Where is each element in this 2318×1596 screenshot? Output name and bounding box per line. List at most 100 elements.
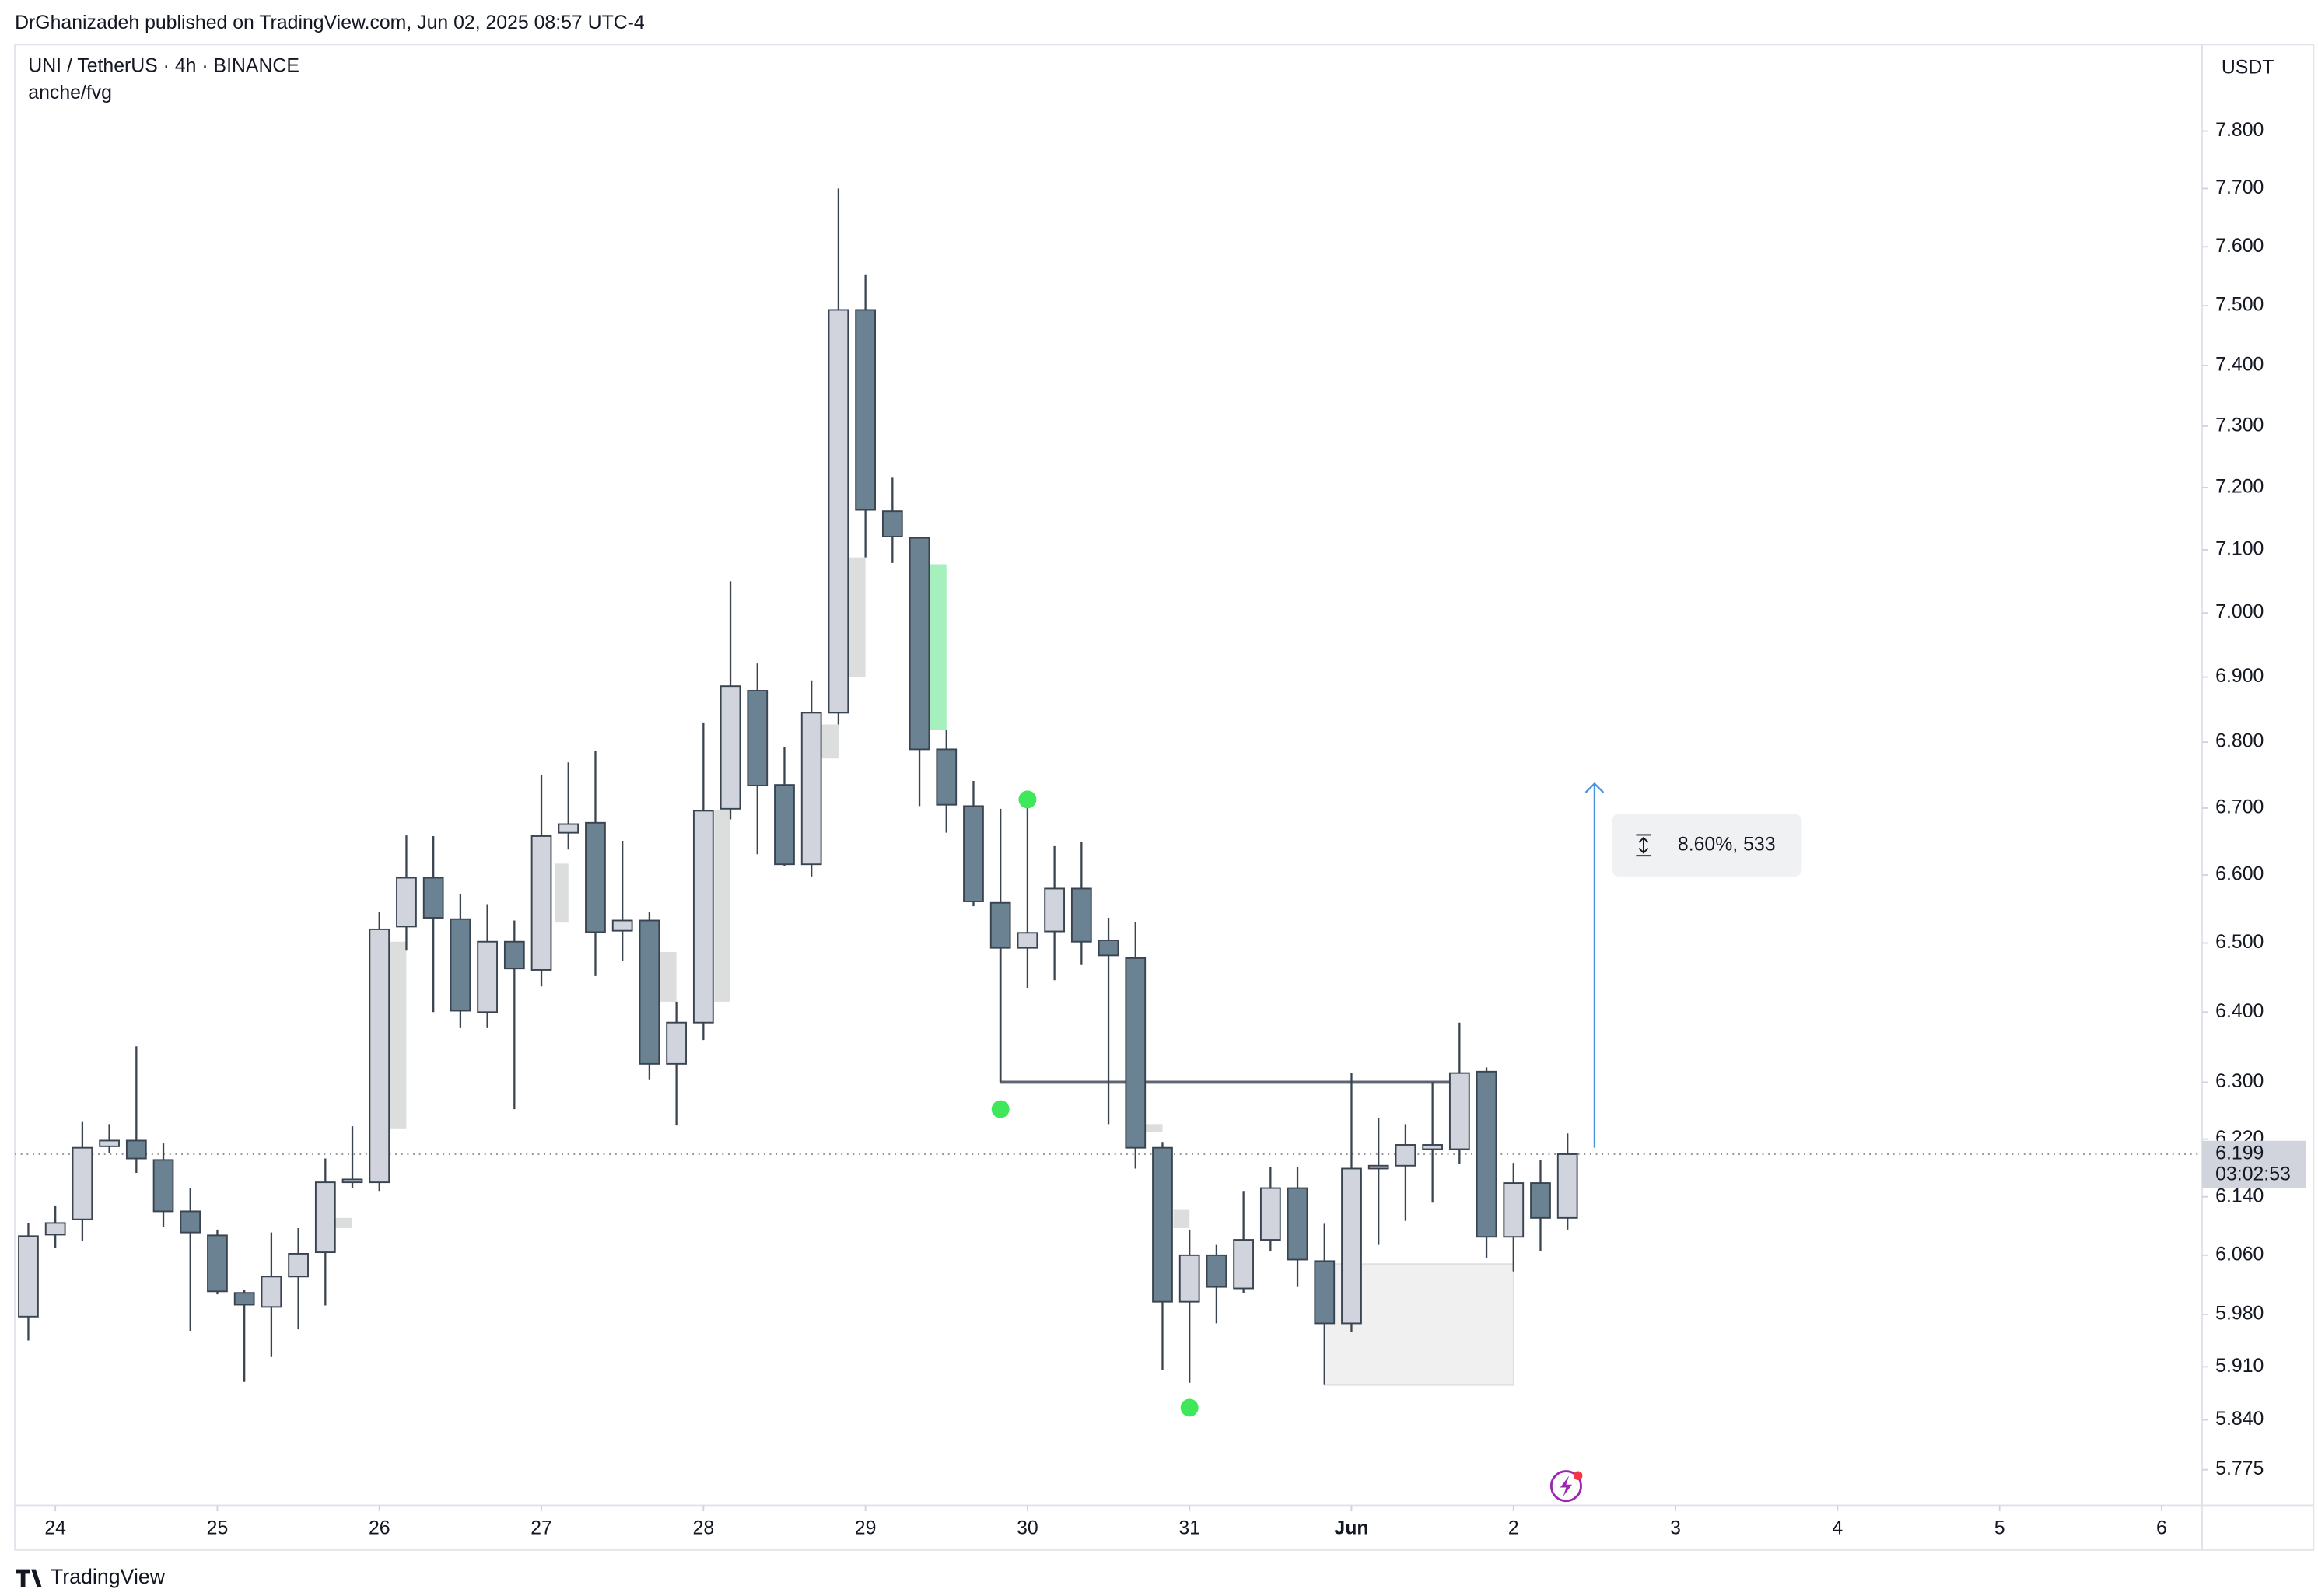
candle	[1422, 1082, 1444, 1203]
alert-ring	[1549, 1470, 1582, 1503]
candle-body	[152, 1159, 174, 1213]
candle-body	[774, 784, 795, 866]
candle-body	[639, 919, 660, 1065]
candle-body	[233, 1292, 255, 1306]
logo-icon	[16, 1569, 42, 1587]
candle	[1044, 845, 1065, 981]
candle-body	[288, 1252, 309, 1278]
candle-body	[99, 1139, 120, 1147]
y-tick-label: 6.300	[2215, 1071, 2264, 1092]
candle-body	[720, 685, 741, 810]
alert-bolt	[1560, 1475, 1573, 1496]
candle	[1206, 1244, 1227, 1324]
candle	[1448, 1022, 1470, 1164]
fvg-zone	[714, 810, 731, 1002]
candle	[1259, 1167, 1281, 1251]
candle	[530, 775, 552, 987]
candle	[1341, 1073, 1362, 1332]
candle	[1503, 1163, 1525, 1272]
candle-body	[855, 309, 876, 511]
candle-body	[530, 835, 552, 971]
candle-body	[396, 877, 417, 928]
candle	[909, 537, 930, 807]
y-tick-label: 6.800	[2215, 731, 2264, 752]
candle-body	[72, 1146, 93, 1220]
candle	[1070, 842, 1092, 965]
candle-body	[1395, 1144, 1416, 1167]
measure-arrowhead	[1584, 782, 1605, 793]
x-tick-label: 29	[855, 1518, 877, 1539]
candle-body	[881, 510, 903, 537]
candle	[1556, 1133, 1578, 1230]
fvg-zone	[657, 951, 677, 1002]
fvg-zone	[1173, 1209, 1190, 1228]
candle-body	[180, 1210, 201, 1234]
x-tick-label: 28	[693, 1518, 715, 1539]
x-tick-label: Jun	[1334, 1518, 1368, 1539]
x-tick-label: 27	[530, 1518, 552, 1539]
fvg-zone	[555, 863, 569, 923]
candle-body	[1152, 1146, 1173, 1303]
x-tick-label: 26	[369, 1518, 390, 1539]
candle-body	[1178, 1254, 1200, 1303]
candle	[611, 841, 633, 961]
candle	[207, 1229, 228, 1295]
alert-icon	[1549, 1470, 1583, 1503]
candle	[314, 1158, 336, 1306]
fvg-zone	[819, 724, 839, 759]
x-tick-label: 31	[1178, 1518, 1200, 1539]
candle-body	[963, 805, 984, 902]
fvg-zone	[390, 941, 407, 1129]
candle	[1530, 1160, 1551, 1251]
candle	[99, 1124, 120, 1154]
candle-body	[261, 1276, 282, 1308]
candle-body	[1206, 1254, 1227, 1288]
candle	[422, 835, 444, 1013]
candle	[881, 477, 903, 563]
candle	[288, 1227, 309, 1330]
candle	[369, 912, 390, 1192]
candle	[1233, 1191, 1254, 1293]
signal-dot	[1180, 1398, 1199, 1417]
candle-body	[477, 940, 498, 1013]
candle-body	[1530, 1182, 1551, 1219]
candle-body	[692, 810, 714, 1024]
candle-body	[369, 928, 390, 1184]
candle	[125, 1046, 147, 1174]
y-tick-label: 7.200	[2215, 476, 2264, 497]
alert-dot	[1573, 1471, 1583, 1480]
candle-body	[341, 1178, 363, 1184]
candle	[233, 1290, 255, 1382]
candle-body	[1125, 957, 1147, 1149]
candle	[639, 912, 660, 1080]
signal-dot	[991, 1100, 1010, 1118]
y-tick-label: 7.500	[2215, 295, 2264, 316]
y-tick-label: 6.400	[2215, 1001, 2264, 1022]
x-tick-label: 6	[2156, 1518, 2167, 1539]
y-tick-label: 6.600	[2215, 864, 2264, 885]
candle	[1395, 1124, 1416, 1221]
candle-body	[1098, 940, 1119, 957]
candle-body	[1367, 1164, 1389, 1170]
x-tick-label: 25	[207, 1518, 229, 1539]
y-tick-label: 5.775	[2215, 1458, 2264, 1479]
indicator-name: anche/fvg	[28, 82, 112, 103]
candle-body	[558, 823, 580, 834]
candle	[503, 920, 525, 1110]
candle	[44, 1205, 66, 1248]
candle-body	[1341, 1167, 1362, 1325]
candle-body	[1503, 1182, 1525, 1238]
measure-icon	[1636, 834, 1651, 857]
y-tick-label: 6.900	[2215, 666, 2264, 687]
candle	[1152, 1142, 1173, 1370]
candle	[692, 722, 714, 1041]
y-tick-label: 7.600	[2215, 236, 2264, 257]
x-tick-label: 2	[1508, 1518, 1519, 1539]
signal-dot	[1018, 790, 1037, 809]
y-tick-label: 7.000	[2215, 602, 2264, 623]
footer-brand: TradingView	[51, 1565, 166, 1588]
candle	[720, 581, 741, 820]
candle	[963, 781, 984, 907]
